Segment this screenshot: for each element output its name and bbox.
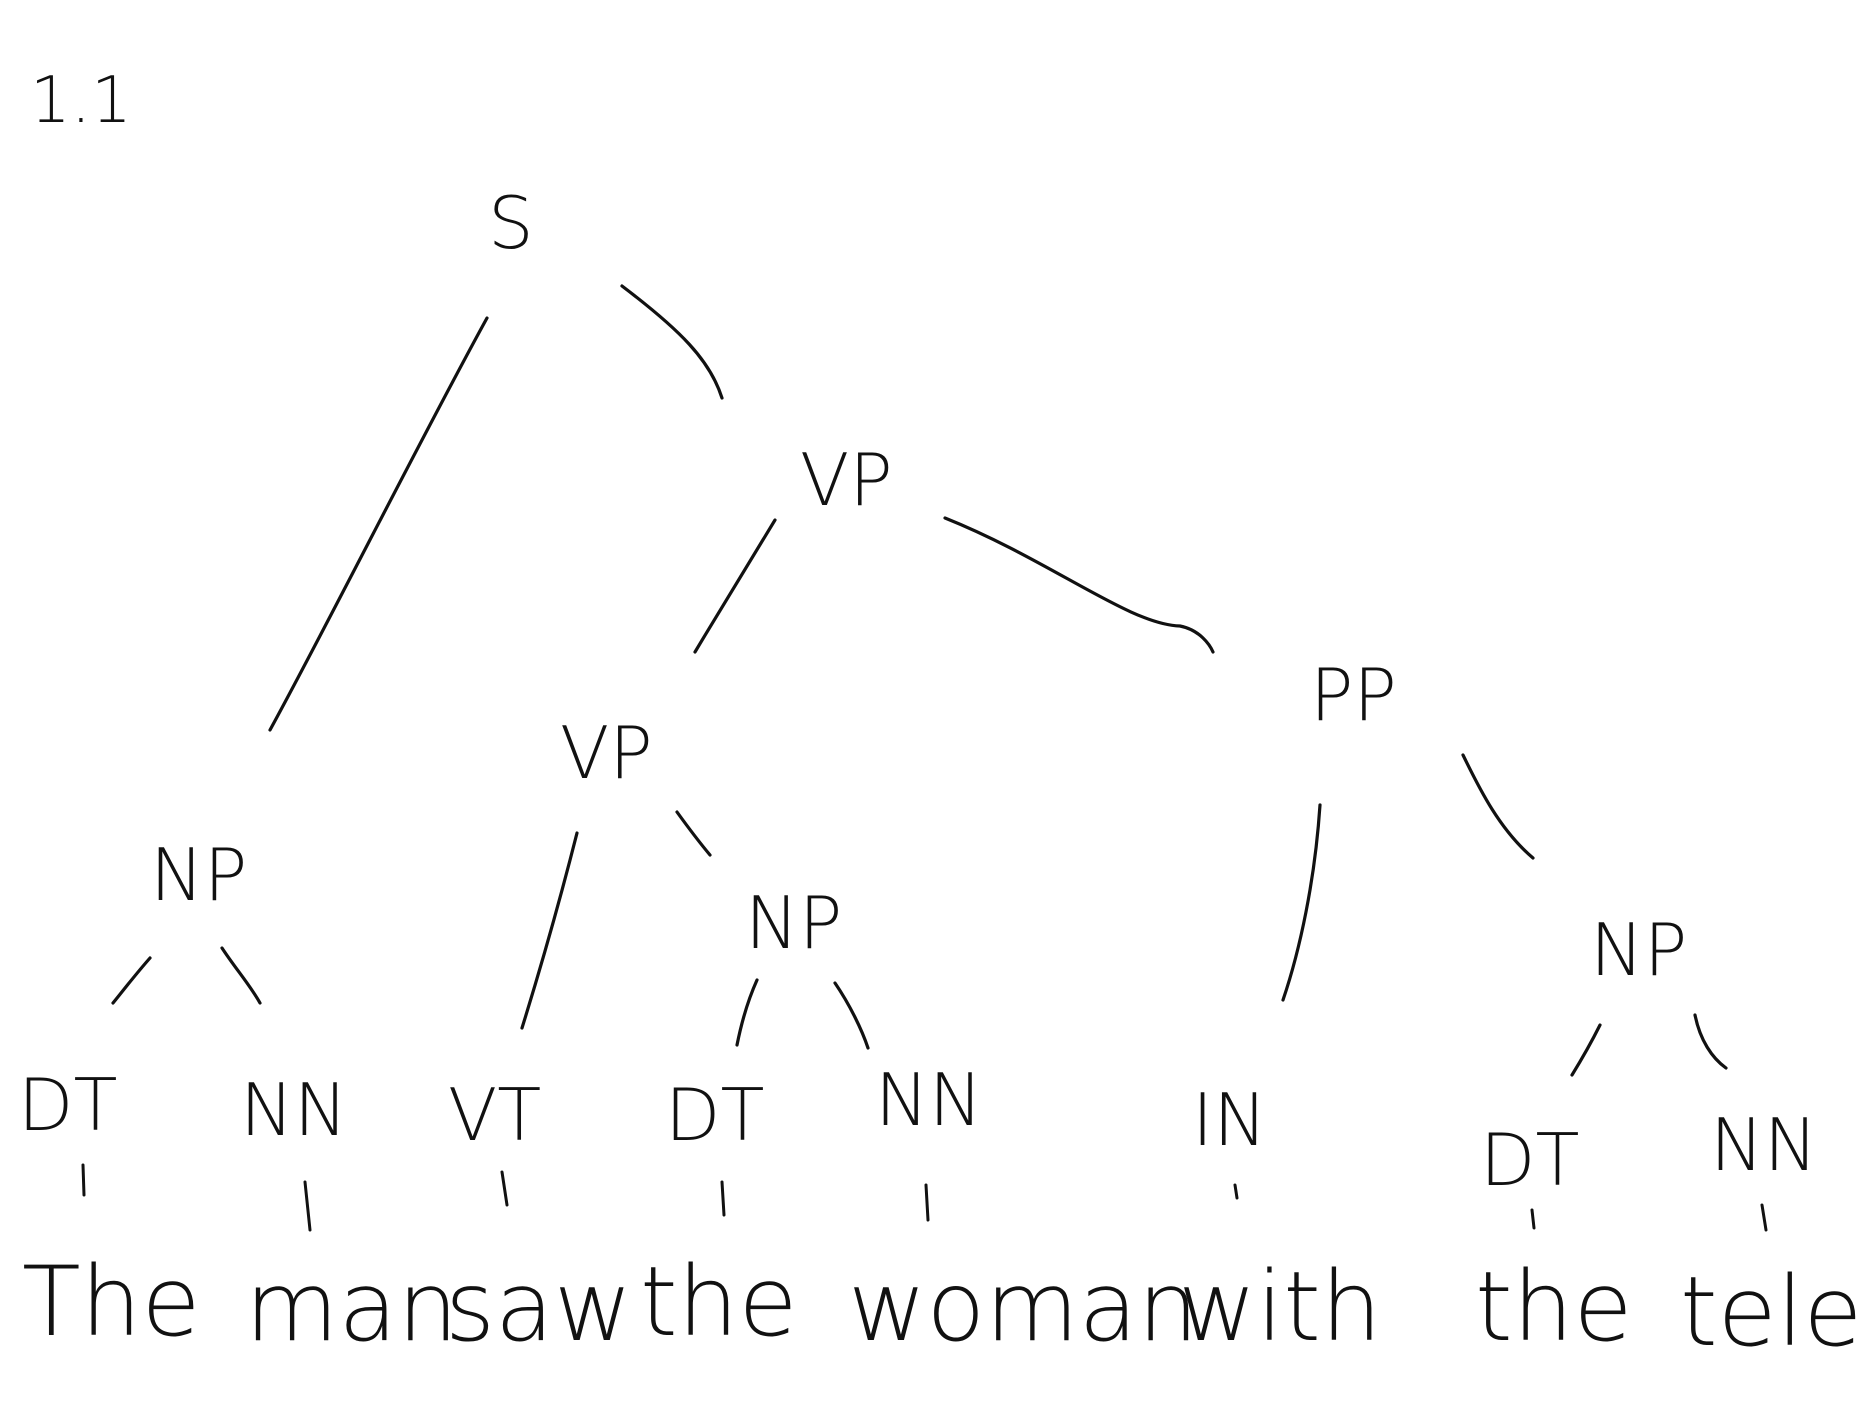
node-np-pp: NP [1590, 908, 1687, 992]
node-pp: PP [1310, 653, 1397, 737]
pos-tag: VT [448, 1073, 541, 1157]
edge-np-nn2 [833, 981, 870, 1050]
tag-word-tick [720, 1180, 726, 1217]
tag-word-tick [1233, 1183, 1239, 1200]
edge-s-np [268, 316, 489, 732]
word: with [1178, 1251, 1382, 1363]
edge-vp-vt [520, 831, 579, 1030]
edge-np-dt [111, 956, 152, 1005]
word: the [640, 1246, 798, 1358]
edge-vp-vp [693, 518, 777, 654]
pos-tag: DT [665, 1073, 764, 1157]
node-vp-inner: VP [560, 711, 653, 795]
word: man [245, 1251, 458, 1363]
edge-s-vp [620, 284, 724, 400]
edge-np-nn3 [1693, 1013, 1728, 1070]
tag-word-tick [924, 1183, 930, 1222]
word: the [1475, 1251, 1633, 1363]
edge-vp-np [675, 810, 712, 857]
pos-tag: DT [1480, 1118, 1579, 1202]
node-np-object: NP [745, 881, 842, 965]
tag-word-tick [500, 1170, 509, 1207]
edge-vp-pp [943, 516, 1215, 654]
tag-word-tick [81, 1163, 86, 1197]
word: saw [445, 1251, 632, 1363]
node-vp-top: VP [800, 438, 893, 522]
word: woman [848, 1251, 1198, 1363]
pos-tag: NN [240, 1068, 348, 1152]
problem-number: 1.1 [30, 64, 132, 138]
word: The [22, 1246, 201, 1358]
node-np-subject: NP [150, 833, 247, 917]
tag-word-tick [303, 1180, 312, 1232]
edge-np-dt3 [1570, 1023, 1602, 1077]
edge-pp-in [1281, 803, 1322, 1002]
node-s: S [488, 181, 534, 265]
pos-tag: NN [875, 1058, 983, 1142]
edge-pp-np [1461, 753, 1535, 860]
tag-word-tick [1530, 1208, 1536, 1230]
edge-np-nn [220, 946, 262, 1005]
pos-tag: NN [1710, 1103, 1818, 1187]
word: tele [1680, 1256, 1862, 1368]
tag-word-tick [1760, 1203, 1768, 1232]
edge-np-dt2 [735, 978, 759, 1047]
pos-tag: DT [18, 1063, 117, 1147]
pos-tag: IN [1192, 1078, 1267, 1162]
